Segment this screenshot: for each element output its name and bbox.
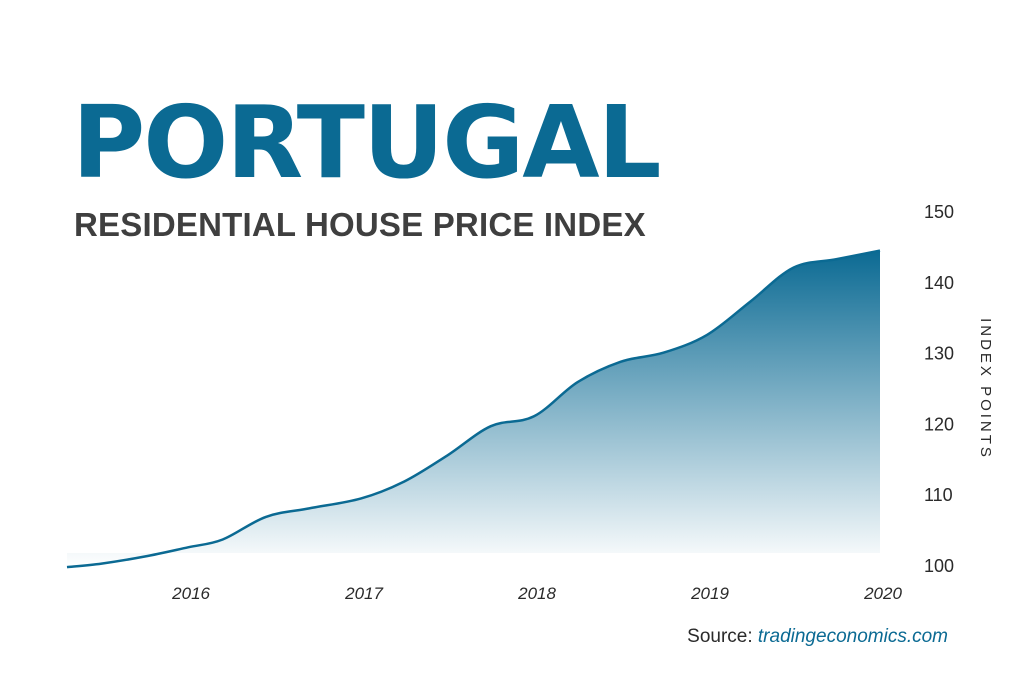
source-link[interactable]: tradingeconomics.com <box>757 626 948 647</box>
x-tick-label: 2019 <box>690 584 729 603</box>
y-tick-label: 140 <box>924 273 954 293</box>
area-fill <box>67 250 880 568</box>
y-tick-label: 150 <box>924 202 954 222</box>
chart-subtitle: RESIDENTIAL HOUSE PRICE INDEX <box>74 206 646 243</box>
series-line <box>66 249 881 569</box>
y-axis-label: INDEX POINTS <box>977 318 994 460</box>
x-tick-label: 2017 <box>344 584 383 603</box>
x-tick-label: 2020 <box>863 584 902 603</box>
y-tick-label: 120 <box>924 414 954 434</box>
source-label: Source: <box>687 626 753 647</box>
y-tick-label: 130 <box>924 344 954 364</box>
x-tick-label: 2018 <box>517 584 556 603</box>
source-credit: Source: tradingeconomics.com <box>687 626 948 648</box>
chart-title: PORTUGAL <box>72 84 661 201</box>
x-tick-label: 2016 <box>171 584 210 603</box>
y-tick-label: 110 <box>924 485 953 505</box>
y-tick-label: 100 <box>924 556 954 576</box>
